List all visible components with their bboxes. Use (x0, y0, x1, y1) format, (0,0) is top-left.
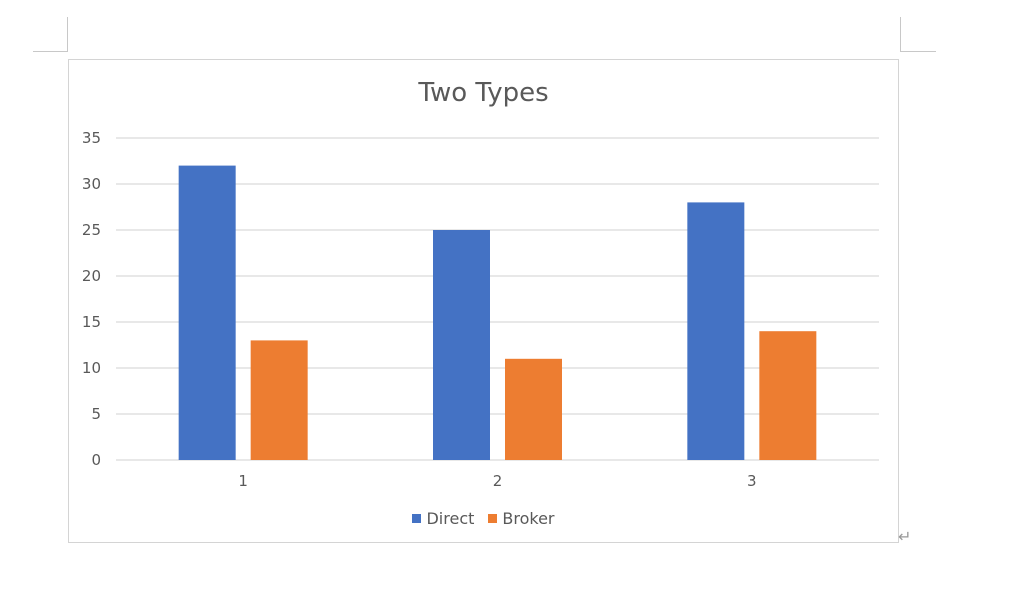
legend-item-broker: Broker (488, 509, 555, 528)
crop-mark-top-left-vertical (67, 17, 68, 51)
y-tick-label: 0 (91, 451, 101, 469)
crop-mark-top-right-horizontal (900, 51, 936, 52)
y-tick-label: 15 (82, 313, 101, 331)
bar-direct-3 (687, 202, 745, 460)
bar-broker-1 (250, 340, 308, 460)
bar-direct-2 (433, 230, 490, 460)
crop-mark-top-left-horizontal (33, 51, 68, 52)
bar-direct-1 (178, 165, 236, 460)
chart-plot-area: 0 5 10 15 20 25 30 35 1 2 3 (82, 129, 879, 490)
bar-broker-2 (505, 358, 562, 460)
paragraph-mark: ↵ (898, 527, 912, 546)
legend-swatch (412, 514, 422, 523)
bar-broker-3 (759, 331, 817, 460)
legend-swatch (488, 514, 498, 523)
chart-container[interactable]: Two Types 0 5 10 15 20 25 30 35 1 2 3 Direct Broker (68, 59, 899, 543)
y-tick-label: 10 (82, 359, 101, 377)
y-tick-label: 30 (82, 175, 101, 193)
crop-mark-top-right-vertical (900, 17, 901, 51)
y-tick-label: 25 (82, 221, 101, 239)
legend-label: Direct (426, 509, 475, 528)
chart-title: Two Types (418, 78, 549, 108)
x-tick-label: 3 (747, 472, 757, 490)
y-tick-label: 35 (82, 129, 101, 147)
chart-legend: Direct Broker (69, 509, 898, 528)
y-tick-label: 5 (91, 405, 101, 423)
x-tick-label: 2 (493, 472, 503, 490)
x-tick-label: 1 (238, 472, 248, 490)
legend-item-direct: Direct (412, 509, 474, 528)
y-tick-label: 20 (82, 267, 101, 285)
legend-label: Broker (502, 509, 555, 528)
